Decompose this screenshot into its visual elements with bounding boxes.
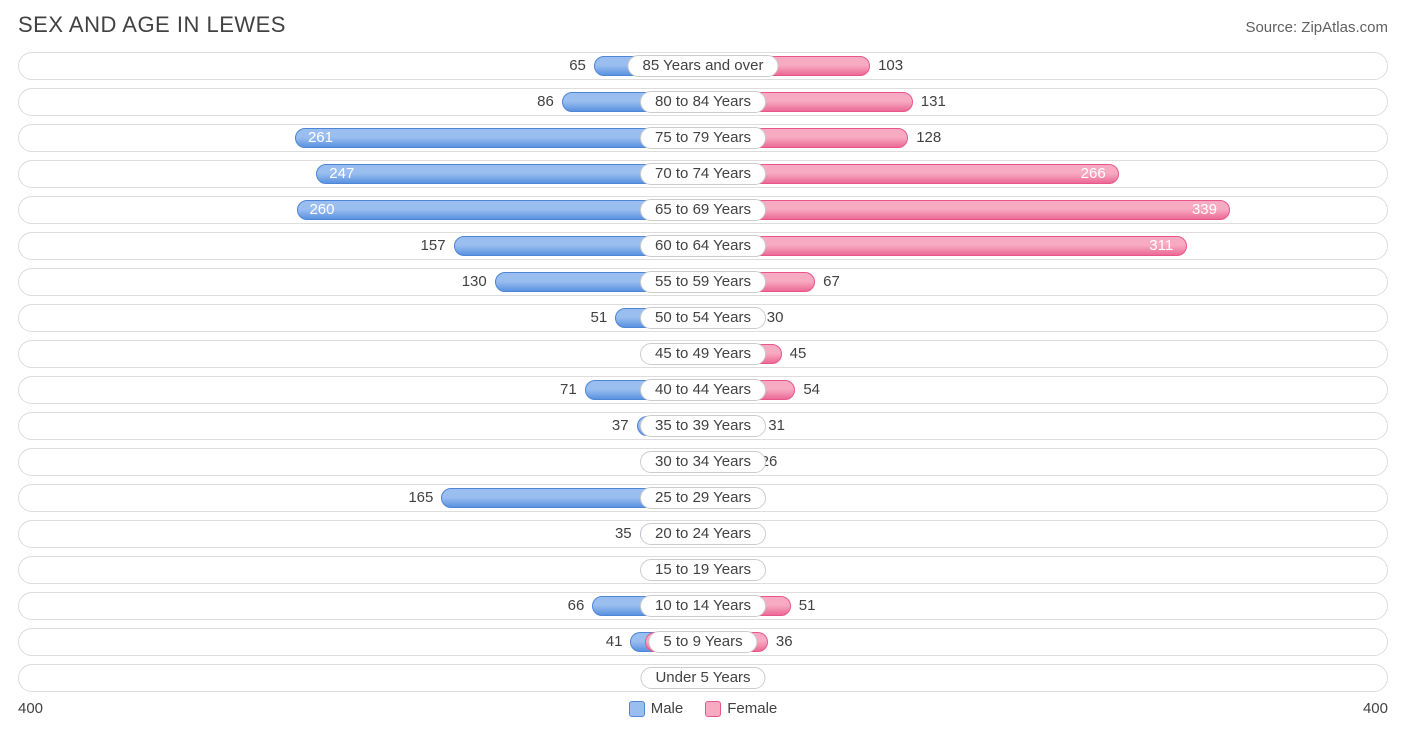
pyramid-row: 80 to 84 Years 86 131 [18, 88, 1388, 116]
chart-title: SEX AND AGE IN LEWES [18, 12, 286, 38]
male-value: 51 [591, 305, 608, 331]
pyramid-row: 40 to 44 Years 71 54 [18, 376, 1388, 404]
population-pyramid: 85 Years and over 65 103 80 to 84 Years 86 13… [18, 52, 1388, 692]
age-group-label: 60 to 64 Years [640, 235, 766, 257]
male-swatch-icon [629, 701, 645, 717]
pyramid-row: 65 to 69 Years 260 339 [18, 196, 1388, 224]
pyramid-row: 45 to 49 Years1445 [18, 340, 1388, 368]
pyramid-row: 10 to 14 Years 66 51 [18, 592, 1388, 620]
pyramid-row: 25 to 29 Years16513 [18, 484, 1388, 512]
legend-male-label: Male [651, 700, 684, 717]
age-group-label: 85 Years and over [628, 55, 779, 77]
male-value: 165 [408, 485, 433, 511]
age-group-label: 15 to 19 Years [640, 559, 766, 581]
age-group-label: 55 to 59 Years [640, 271, 766, 293]
age-group-label: 65 to 69 Years [640, 199, 766, 221]
pyramid-row: 30 to 34 Years026 [18, 448, 1388, 476]
pyramid-row: 5 to 9 Years 41 36 [18, 628, 1388, 656]
chart-source: Source: ZipAtlas.com [1245, 19, 1388, 36]
pyramid-row: 50 to 54 Years 51 30 [18, 304, 1388, 332]
male-value: 86 [537, 89, 554, 115]
male-value: 71 [560, 377, 577, 403]
legend: Male Female [629, 700, 778, 717]
female-value: 31 [768, 413, 785, 439]
age-group-label: Under 5 Years [640, 667, 765, 689]
pyramid-row: 35 to 39 Years 37 31 [18, 412, 1388, 440]
male-value: 260 [309, 197, 334, 223]
pyramid-row: 75 to 79 Years 261 128 [18, 124, 1388, 152]
age-group-label: 75 to 79 Years [640, 127, 766, 149]
female-value: 339 [1192, 197, 1217, 223]
female-value: 51 [799, 593, 816, 619]
female-value: 67 [823, 269, 840, 295]
male-value: 130 [462, 269, 487, 295]
female-value: 45 [790, 341, 807, 367]
age-group-label: 40 to 44 Years [640, 379, 766, 401]
male-value: 261 [308, 125, 333, 151]
female-value: 30 [767, 305, 784, 331]
male-value: 66 [568, 593, 585, 619]
legend-female: Female [705, 700, 777, 717]
female-swatch-icon [705, 701, 721, 717]
female-value: 266 [1081, 161, 1106, 187]
male-value: 157 [421, 233, 446, 259]
female-value: 131 [921, 89, 946, 115]
age-group-label: 20 to 24 Years [640, 523, 766, 545]
age-group-label: 50 to 54 Years [640, 307, 766, 329]
male-value: 247 [329, 161, 354, 187]
male-value: 41 [606, 629, 623, 655]
axis-max-left: 400 [18, 700, 43, 717]
age-group-label: 35 to 39 Years [640, 415, 766, 437]
age-group-label: 70 to 74 Years [640, 163, 766, 185]
pyramid-row: Under 5 Years00 [18, 664, 1388, 692]
female-value: 54 [803, 377, 820, 403]
axis-max-right: 400 [1363, 700, 1388, 717]
female-value: 128 [916, 125, 941, 151]
pyramid-row: 60 to 64 Years 157 311 [18, 232, 1388, 260]
pyramid-row: 70 to 74 Years 247 266 [18, 160, 1388, 188]
pyramid-row: 20 to 24 Years3518 [18, 520, 1388, 548]
age-group-label: 30 to 34 Years [640, 451, 766, 473]
male-value: 65 [569, 53, 586, 79]
pyramid-row: 15 to 19 Years04 [18, 556, 1388, 584]
age-group-label: 25 to 29 Years [640, 487, 766, 509]
age-group-label: 80 to 84 Years [640, 91, 766, 113]
age-group-label: 5 to 9 Years [648, 631, 757, 653]
legend-male: Male [629, 700, 684, 717]
legend-female-label: Female [727, 700, 777, 717]
male-value: 37 [612, 413, 629, 439]
male-value: 35 [615, 521, 632, 547]
female-value: 103 [878, 53, 903, 79]
age-group-label: 45 to 49 Years [640, 343, 766, 365]
pyramid-row: 55 to 59 Years 130 67 [18, 268, 1388, 296]
female-value: 36 [776, 629, 793, 655]
female-value: 311 [1149, 233, 1173, 259]
pyramid-row: 85 Years and over 65 103 [18, 52, 1388, 80]
age-group-label: 10 to 14 Years [640, 595, 766, 617]
